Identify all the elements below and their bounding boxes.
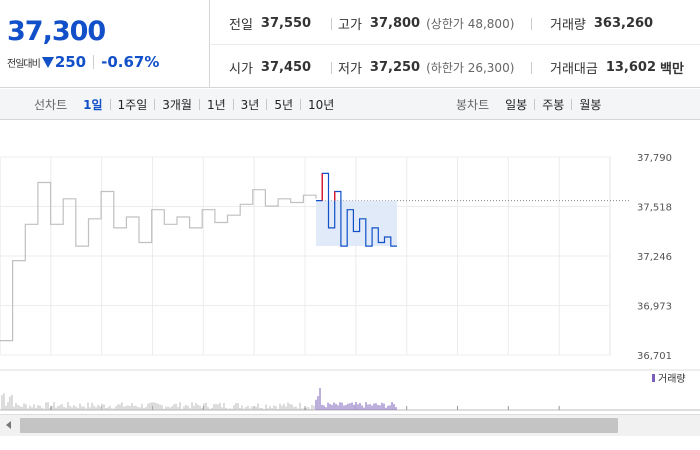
trade-amount-unit: 백만 xyxy=(660,62,684,77)
candle-chart-title: 봉차트 xyxy=(456,98,490,112)
price-box: 37,300 전일대비 250 -0.67% xyxy=(0,0,210,88)
change-amount: 250 xyxy=(54,53,87,71)
tab-3y[interactable]: 3년 xyxy=(240,98,260,112)
tab-monthly[interactable]: 월봉 xyxy=(579,98,602,112)
trade-amount-value: 13,602 xyxy=(605,60,657,75)
volume: 거래량 363,260 xyxy=(550,14,653,33)
scroll-left-icon[interactable] xyxy=(6,421,11,429)
today-price-line xyxy=(316,172,397,247)
divider xyxy=(266,99,268,110)
divider xyxy=(232,99,234,110)
trade-amount-label: 거래대금 xyxy=(550,62,598,77)
divider xyxy=(531,18,532,30)
divider xyxy=(154,99,156,110)
prev-close-value: 37,550 xyxy=(260,16,312,31)
divider xyxy=(331,18,332,30)
day-low: 저가 37,250 (하한가 26,300) xyxy=(338,58,514,77)
y-tick-label: 36,701 xyxy=(637,351,672,362)
tab-1w[interactable]: 1주일 xyxy=(117,98,148,112)
line-chart-tabs: 선차트 1일 1주일 3개월 1년 3년 5년 10년 xyxy=(34,89,337,120)
divider xyxy=(93,55,95,69)
chart-scrollbar[interactable] xyxy=(0,414,700,436)
day-high-label: 고가 xyxy=(338,18,362,33)
open-price: 시가 37,450 xyxy=(229,58,311,77)
open-value: 37,450 xyxy=(260,60,312,75)
change-rate: -0.67% xyxy=(101,53,160,71)
day-high: 고가 37,800 (상한가 48,800) xyxy=(338,14,514,33)
day-high-value: 37,800 xyxy=(369,16,421,31)
chart-period-tabs: 선차트 1일 1주일 3개월 1년 3년 5년 10년 봉차트 일봉 주봉 월봉 xyxy=(0,89,700,120)
quote-summary: 37,300 전일대비 250 -0.67% 전일 37,550 고가 37,8… xyxy=(0,0,700,88)
scroll-thumb[interactable] xyxy=(20,418,618,433)
divider xyxy=(198,99,200,110)
down-triangle-icon xyxy=(41,56,54,68)
divider xyxy=(211,44,700,45)
intraday-price-chart: 37,790 37,518 37,246 36,973 36,701 거래량 xyxy=(0,153,700,411)
previous-day-line xyxy=(0,181,317,342)
y-tick-label: 37,790 xyxy=(637,153,672,164)
day-low-value: 37,250 xyxy=(369,60,421,75)
current-price: 37,300 xyxy=(7,16,106,47)
y-tick-label: 37,246 xyxy=(637,252,672,263)
divider xyxy=(534,99,536,110)
lower-limit: (하한가 26,300) xyxy=(426,61,515,75)
volume-legend-label: 거래량 xyxy=(658,373,686,385)
day-low-label: 저가 xyxy=(338,62,362,77)
tab-10y[interactable]: 10년 xyxy=(308,98,335,112)
tab-weekly[interactable]: 주봉 xyxy=(542,98,565,112)
prev-close-label: 전일 xyxy=(229,18,253,33)
trade-amount: 거래대금 13,602 백만 xyxy=(550,58,684,77)
volume-label: 거래량 xyxy=(550,18,586,33)
volume-value: 363,260 xyxy=(593,16,654,31)
tab-daily[interactable]: 일봉 xyxy=(505,98,528,112)
change-label: 전일대비 xyxy=(7,58,41,70)
tab-5y[interactable]: 5년 xyxy=(274,98,294,112)
y-tick-label: 36,973 xyxy=(637,302,672,313)
tab-3m[interactable]: 3개월 xyxy=(162,98,192,112)
upper-limit: (상한가 48,800) xyxy=(426,17,515,31)
divider xyxy=(331,62,332,74)
y-tick-label: 37,518 xyxy=(637,203,672,214)
line-chart-title: 선차트 xyxy=(34,98,68,112)
prev-close: 전일 37,550 xyxy=(229,14,311,33)
divider xyxy=(531,62,532,74)
tab-1y[interactable]: 1년 xyxy=(206,98,226,112)
down-area-shade xyxy=(316,200,397,247)
divider xyxy=(300,99,302,110)
tab-1d[interactable]: 1일 xyxy=(83,98,103,112)
change-row: 전일대비 250 -0.67% xyxy=(7,53,159,71)
open-label: 시가 xyxy=(229,62,253,77)
volume-legend-swatch xyxy=(652,374,655,382)
candle-chart-tabs: 봉차트 일봉 주봉 월봉 xyxy=(456,89,604,120)
divider xyxy=(571,99,573,110)
divider xyxy=(109,99,111,110)
